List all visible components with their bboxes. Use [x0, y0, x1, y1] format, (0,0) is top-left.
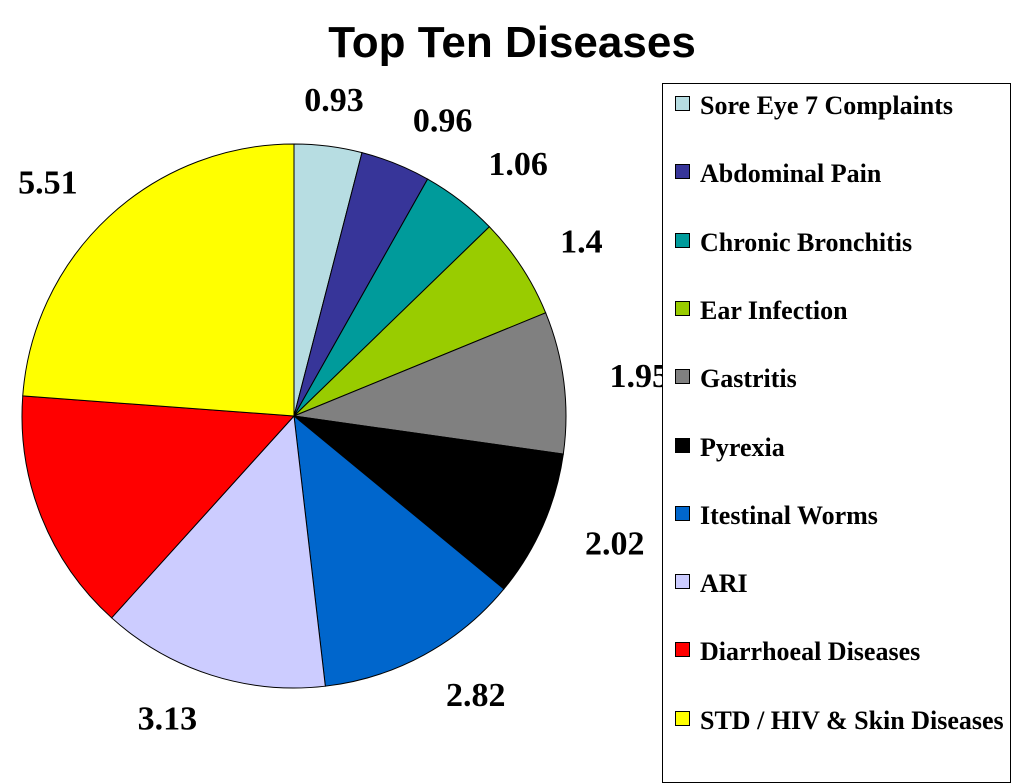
legend-label: Ear Infection	[700, 295, 848, 325]
data-label: 2.02	[585, 526, 645, 563]
chart-title: Top Ten Diseases	[328, 18, 696, 67]
legend-swatch	[675, 96, 690, 111]
data-label: 1.95	[610, 358, 670, 395]
legend-item: Sore Eye 7 Complaints	[675, 90, 1005, 121]
pie-slice	[21, 395, 296, 619]
data-label: 0.96	[413, 103, 473, 140]
legend-label: STD / HIV & Skin Diseases	[700, 705, 1004, 735]
legend-item: ARI	[675, 568, 1005, 599]
legend-swatch	[675, 642, 690, 658]
legend-item: STD / HIV & Skin Diseases	[675, 705, 1005, 736]
legend-swatch	[675, 300, 690, 316]
data-label: 1.06	[488, 146, 548, 183]
legend-swatch	[675, 574, 690, 590]
legend-swatch	[675, 505, 690, 521]
legend-label: Itestinal Worms	[700, 500, 878, 530]
data-label: 3.13	[138, 700, 198, 737]
legend-item: Chronic Bronchitis	[675, 227, 1005, 258]
legend-swatch	[675, 164, 690, 180]
legend-item: Itestinal Worms	[675, 500, 1005, 531]
pie-slice	[292, 312, 567, 455]
legend-item: Pyrexia	[675, 432, 1005, 463]
data-label: 2.82	[446, 677, 506, 714]
legend-item: Abdominal Pain	[675, 158, 1005, 189]
legend-item: Gastritis	[675, 363, 1005, 394]
legend-label: Sore Eye 7 Complaints	[700, 91, 954, 120]
legend-item: Ear Infection	[675, 295, 1005, 326]
legend-swatch	[675, 710, 690, 726]
legend-label: Diarrhoeal Diseases	[700, 637, 921, 667]
pie-slice	[110, 414, 326, 689]
pie-slice	[22, 143, 295, 417]
legend-swatch	[675, 369, 690, 385]
legend: Sore Eye 7 Complaints Abdominal Pain Chron…	[662, 83, 1011, 783]
legend-label: Chronic Bronchitis	[700, 227, 913, 257]
data-label: 0.93	[304, 82, 364, 119]
data-label: 5.51	[18, 164, 78, 201]
legend-label: Pyrexia	[700, 432, 785, 462]
legend-swatch	[675, 232, 690, 248]
pie-slice	[292, 415, 564, 590]
data-label: 1.4	[560, 223, 603, 260]
legend-swatch	[675, 437, 690, 453]
legend-item: Diarrhoeal Diseases	[675, 636, 1005, 667]
pie-slice	[293, 414, 505, 687]
legend-label: ARI	[700, 569, 748, 599]
legend-label: Gastritis	[700, 364, 797, 394]
legend-label: Abdominal Pain	[700, 159, 882, 189]
